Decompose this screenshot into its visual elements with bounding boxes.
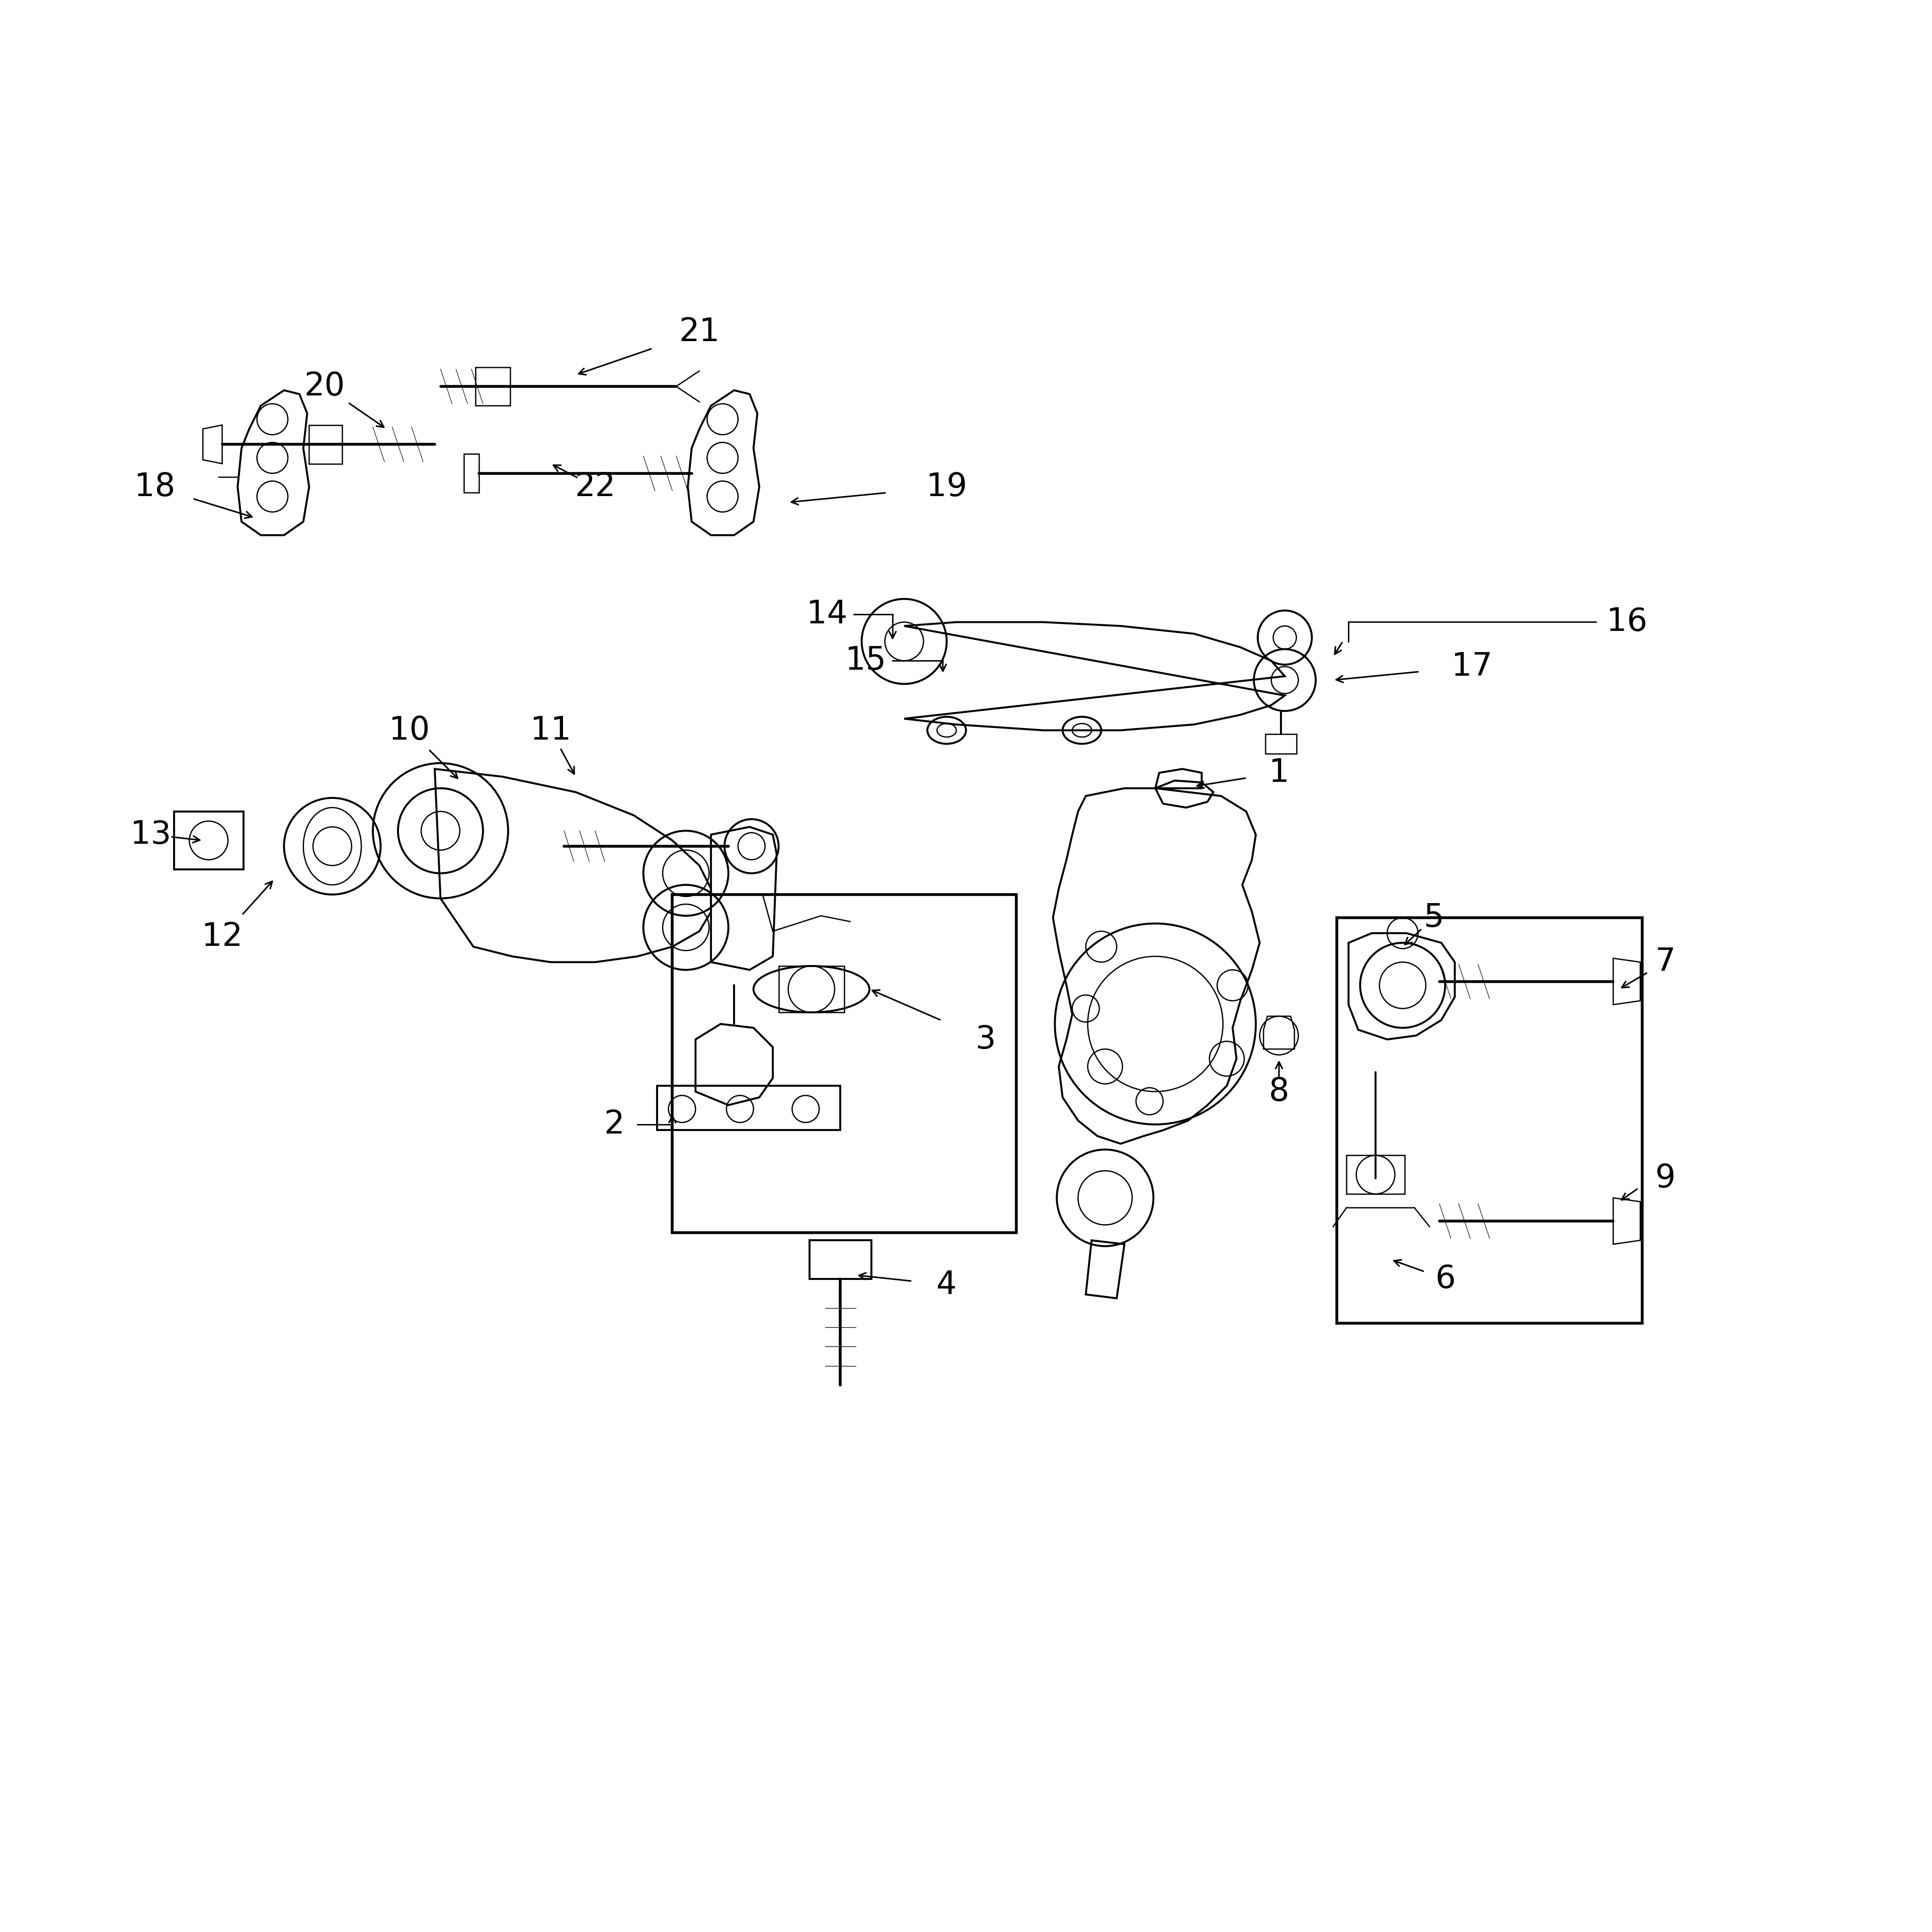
Text: 5: 5 xyxy=(1424,902,1443,933)
Text: 3: 3 xyxy=(976,1024,995,1055)
Text: 19: 19 xyxy=(925,471,968,502)
Text: 12: 12 xyxy=(201,922,243,952)
Text: 9: 9 xyxy=(1656,1163,1675,1194)
Text: 17: 17 xyxy=(1451,651,1493,682)
Text: 18: 18 xyxy=(133,471,176,502)
Bar xyxy=(1337,918,1642,1323)
Text: 22: 22 xyxy=(574,471,616,502)
Text: 21: 21 xyxy=(678,317,721,348)
Text: 16: 16 xyxy=(1605,607,1648,638)
Text: 7: 7 xyxy=(1656,947,1675,978)
Text: 8: 8 xyxy=(1269,1076,1289,1107)
Text: 14: 14 xyxy=(806,599,848,630)
Text: 11: 11 xyxy=(529,715,572,746)
Text: 13: 13 xyxy=(129,819,172,850)
Bar xyxy=(672,895,1016,1233)
Text: 10: 10 xyxy=(388,715,431,746)
Text: 2: 2 xyxy=(605,1109,624,1140)
Text: 15: 15 xyxy=(844,645,887,676)
Text: 6: 6 xyxy=(1435,1264,1455,1294)
Text: 20: 20 xyxy=(303,371,346,402)
Text: 4: 4 xyxy=(937,1269,956,1300)
Text: 1: 1 xyxy=(1269,757,1289,788)
